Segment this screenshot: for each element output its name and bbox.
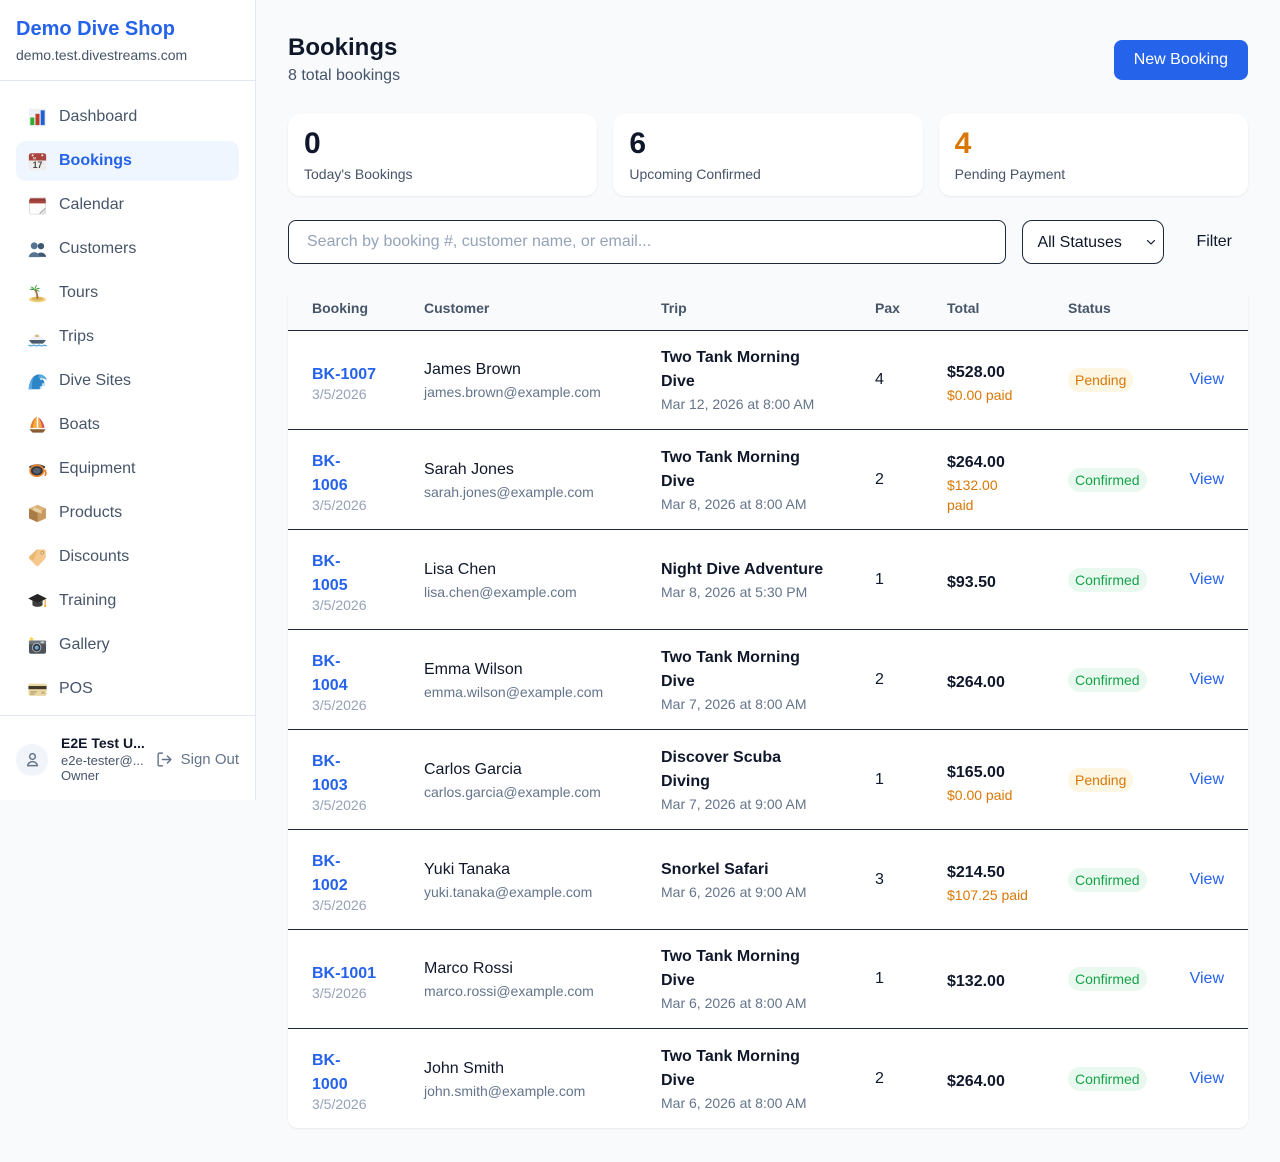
svg-text:M: M (33, 155, 37, 160)
svg-text:17: 17 (33, 160, 43, 170)
